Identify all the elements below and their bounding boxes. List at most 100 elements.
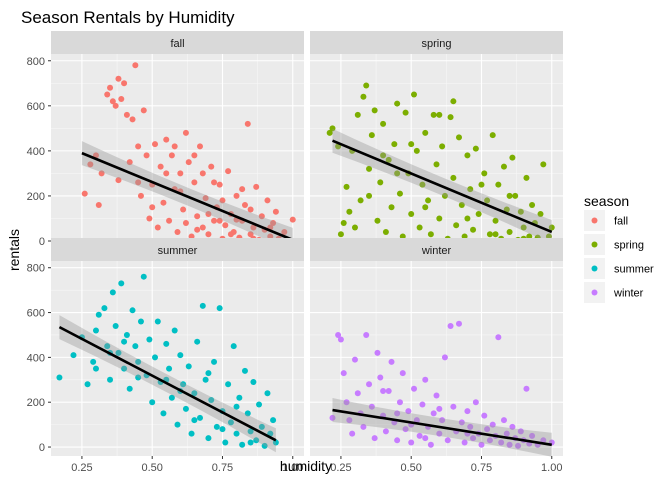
data-point [250,379,257,386]
data-point [256,401,263,408]
data-point [515,442,522,449]
data-point [411,385,418,392]
data-point [174,228,181,235]
data-point [199,302,206,309]
data-point [509,154,516,161]
data-point [185,363,192,370]
data-point [247,439,254,446]
data-point [427,231,434,238]
x-tick-label: 1.00 [541,462,562,474]
data-point [351,356,358,363]
data-point [81,190,88,197]
data-point [132,343,139,350]
legend-swatch [591,241,598,248]
data-point [495,334,502,341]
data-point [98,170,105,177]
data-point [270,219,277,226]
data-point [104,343,111,350]
data-point [351,224,358,231]
data-point [87,161,94,168]
data-point [526,233,533,240]
data-point [121,365,128,372]
x-tick-label: 0.50 [400,462,421,474]
data-point [264,197,271,204]
data-point [90,358,97,365]
data-point [439,143,446,150]
data-point [441,354,448,361]
data-point [101,305,108,312]
data-point [433,161,440,168]
y-tick-label: 400 [27,146,45,158]
data-point [191,390,198,397]
data-point [213,423,220,430]
data-point [408,439,415,446]
data-point [289,216,296,223]
legend-label-fall: fall [614,216,628,228]
data-point [363,82,370,89]
data-point [180,206,187,213]
data-point [270,417,277,424]
data-point [506,192,513,199]
data-point [382,428,389,435]
data-point [135,374,142,381]
data-point [188,430,195,437]
legend-label-spring: spring [614,240,644,252]
data-point [56,374,63,381]
data-point [467,423,474,430]
data-point [455,134,462,141]
data-point [222,222,229,229]
facet-spring: spring [310,31,563,250]
data-point [152,141,159,148]
data-point [230,343,237,350]
data-point [146,336,153,343]
data-point [478,441,485,448]
data-point [163,340,170,347]
data-point [447,323,454,329]
data-point [326,129,333,136]
data-point [450,403,457,410]
data-point [343,399,350,406]
data-point [171,143,178,150]
data-point [168,394,175,401]
data-point [363,331,370,338]
data-point [492,217,499,224]
data-point [506,441,513,448]
data-point [247,428,254,435]
data-point [104,91,111,98]
data-point [464,408,471,415]
data-point [441,192,448,199]
data-point [464,215,471,222]
data-point [366,381,373,388]
data-point [427,441,434,448]
data-point [391,141,398,148]
trend-line [58,325,277,442]
data-point [388,204,395,211]
y-tick-label: 800 [27,56,45,68]
facet-strip [51,31,304,54]
data-point [422,129,429,136]
data-point [540,437,547,444]
data-point [450,174,457,181]
data-point [247,206,254,213]
data-point [261,442,268,449]
data-point [396,190,403,197]
data-point [211,358,218,365]
data-point [416,432,423,439]
data-point [458,419,465,426]
data-point [137,318,144,325]
data-point [394,100,401,107]
data-point [380,120,387,127]
x-axis-title: humidity [280,458,332,474]
data-point [191,417,198,424]
data-point [343,183,350,190]
data-point [368,132,375,139]
data-point [337,336,344,343]
data-point [529,201,536,208]
data-point [436,405,443,412]
data-point [180,381,187,388]
data-point [264,390,271,397]
data-point [340,219,347,226]
data-point [225,168,232,175]
data-point [422,376,429,383]
data-point [371,107,378,114]
